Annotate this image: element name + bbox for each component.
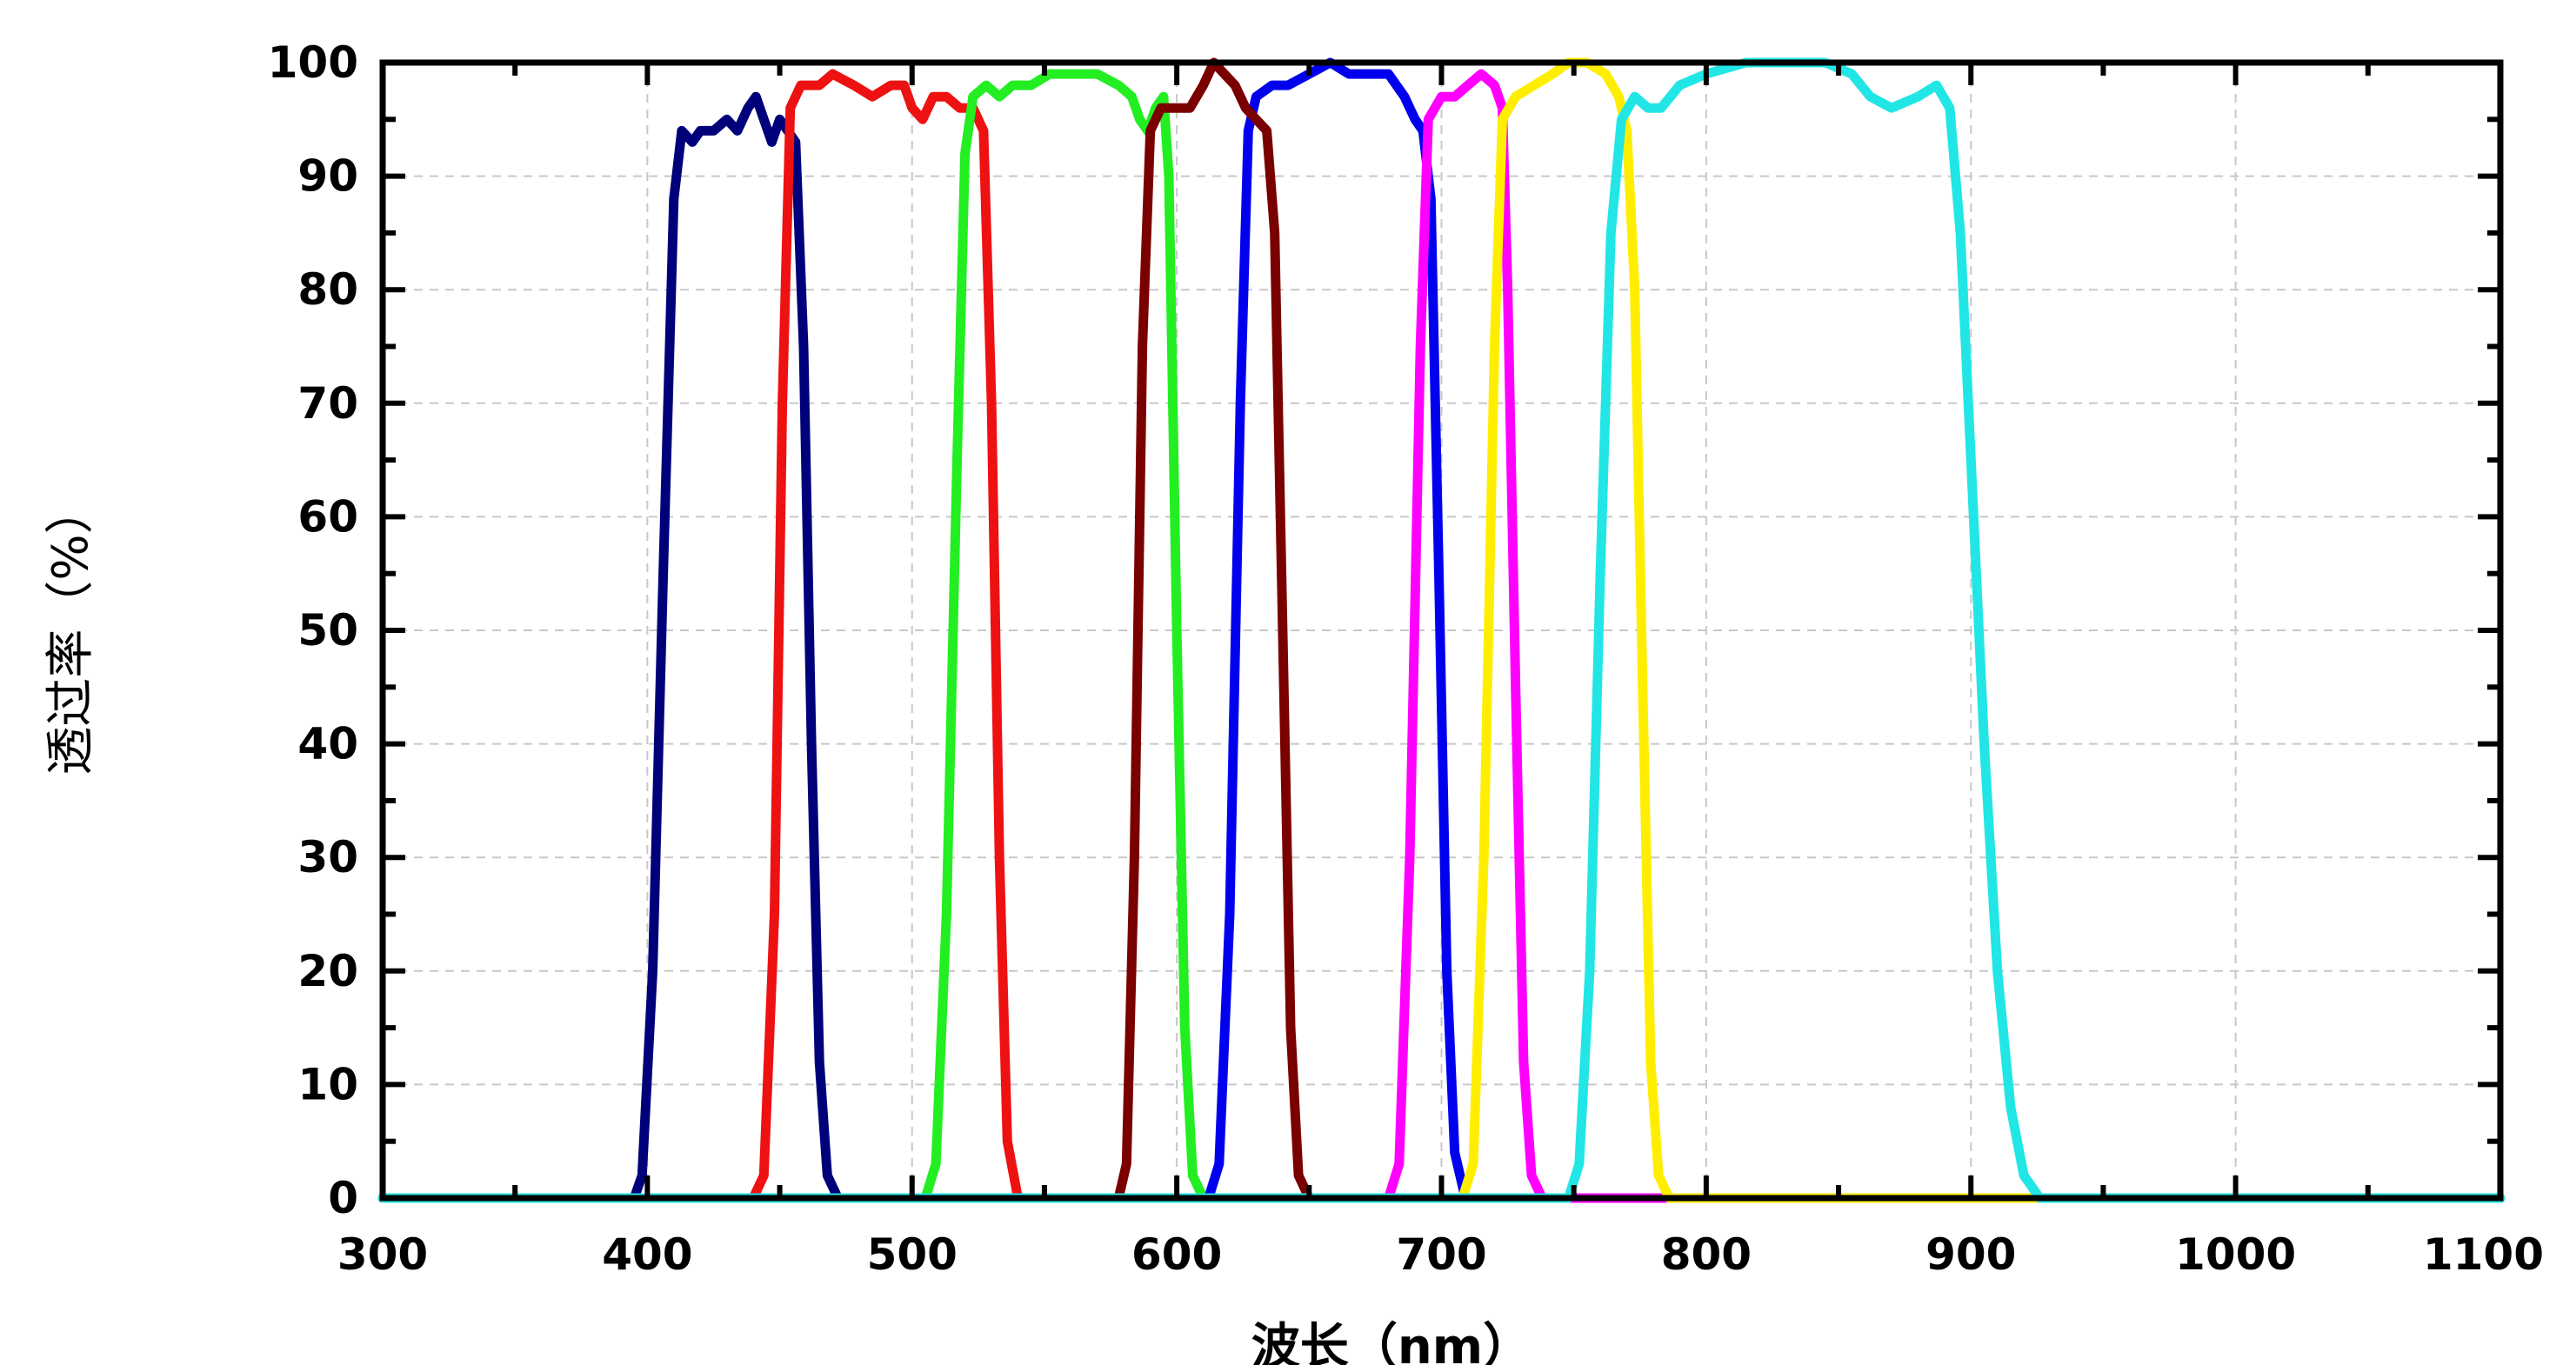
y-tick-label: 100 xyxy=(268,37,358,88)
y-tick-label: 80 xyxy=(297,264,358,315)
y-axis-title: 透过率（%） xyxy=(43,485,99,775)
x-axis-title: 波长（nm） xyxy=(1251,1319,1532,1365)
x-tick-label: 1100 xyxy=(2423,1229,2544,1280)
x-tick-labels: 300 400 500 600 700 800 900 1000 1100 xyxy=(337,1229,2544,1280)
series-line-5 xyxy=(377,57,2506,1203)
x-tick-label: 800 xyxy=(1661,1229,1752,1280)
series-line-2 xyxy=(377,69,2506,1203)
x-tick-label: 1000 xyxy=(2175,1229,2296,1280)
series-line-1 xyxy=(377,91,2506,1203)
axis-ticks xyxy=(380,60,2503,1201)
x-tick-label: 900 xyxy=(1925,1229,2016,1280)
grid-lines xyxy=(383,63,2500,1198)
y-tick-label: 20 xyxy=(297,946,358,996)
x-tick-label: 600 xyxy=(1131,1229,1222,1280)
y-tick-label: 0 xyxy=(328,1173,358,1223)
series-line-4 xyxy=(377,57,2506,1203)
x-tick-label: 400 xyxy=(602,1229,692,1280)
x-tick-label: 700 xyxy=(1396,1229,1486,1280)
x-tick-label: 500 xyxy=(867,1229,958,1280)
y-tick-labels: 0 10 20 30 40 50 60 70 80 90 100 xyxy=(268,37,358,1223)
y-tick-label: 30 xyxy=(297,832,358,882)
y-tick-label: 90 xyxy=(297,151,358,202)
x-tick-label: 300 xyxy=(337,1229,428,1280)
y-tick-label: 40 xyxy=(297,719,358,769)
y-tick-label: 50 xyxy=(297,605,358,656)
series-line-3 xyxy=(377,69,2506,1203)
y-tick-label: 10 xyxy=(297,1059,358,1109)
y-tick-label: 70 xyxy=(297,378,358,429)
y-tick-label: 60 xyxy=(297,491,358,542)
series-line-6 xyxy=(377,69,2506,1203)
